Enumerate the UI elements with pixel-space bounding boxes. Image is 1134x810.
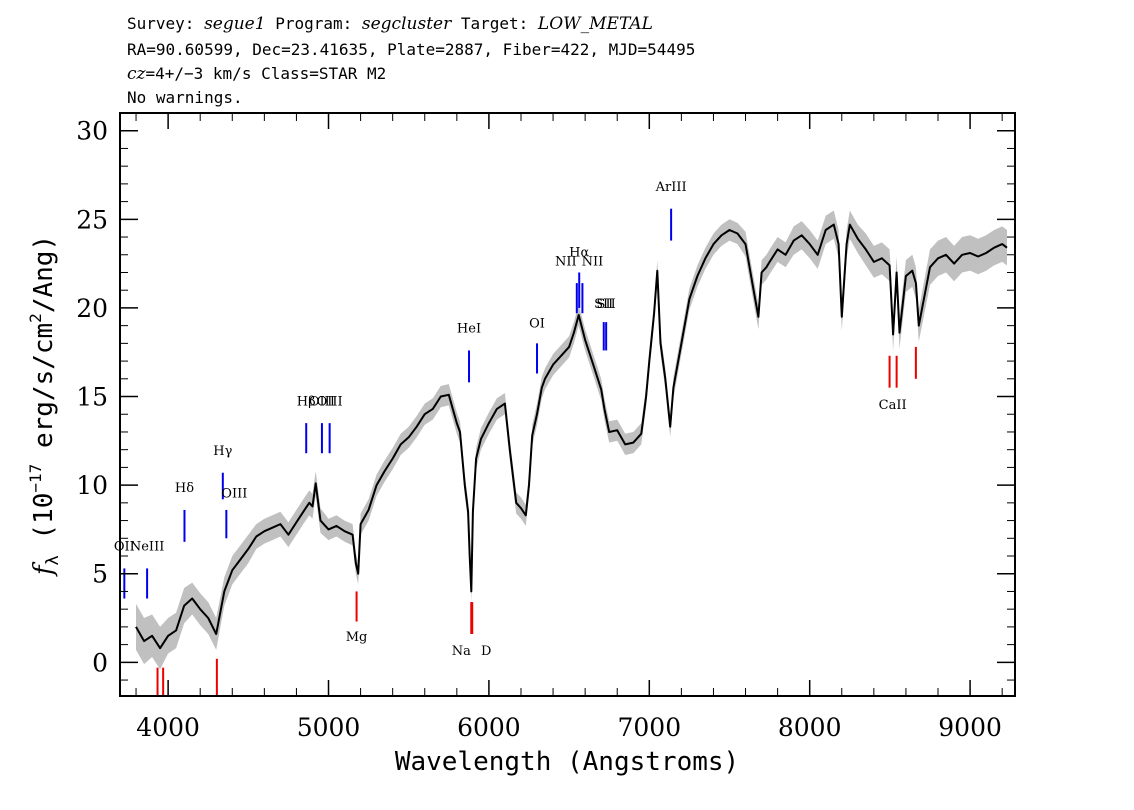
survey-value: segue1	[204, 14, 266, 34]
x-tick-label-7000: 7000	[617, 713, 681, 742]
line-label-20: Na	[452, 644, 471, 659]
cz-class-text: km/s Class=STAR M2	[203, 64, 386, 83]
line-label-10: NII	[555, 254, 577, 269]
target-value: LOW_METAL	[537, 14, 653, 34]
y-axis-title-close: /Ang)	[29, 235, 59, 313]
line-label-2: Hδ	[175, 481, 194, 496]
spectrum-line	[135, 223, 1008, 650]
x-axis-title: Wavelength (Angstroms)	[395, 747, 739, 777]
x-tick-label-8000: 8000	[778, 713, 842, 742]
line-label-6: OIII	[309, 394, 335, 409]
line-label-19: Mg	[346, 630, 368, 645]
line-label-8: HeI	[457, 322, 481, 337]
y-tick-label-15: 15	[76, 383, 108, 412]
y-tick-label-20: 20	[76, 294, 108, 323]
error-band	[136, 210, 1007, 670]
header-line-1: Survey: segue1 Program: segcluster Targe…	[127, 14, 653, 34]
program-value: segcluster	[362, 14, 452, 34]
header-line-2: RA=90.60599, Dec=23.41635, Plate=2887, F…	[127, 40, 695, 59]
header-line-3: cz=4+/−3 km/s Class=STAR M2	[127, 64, 386, 84]
y-axis-title-open: (10	[29, 493, 59, 556]
y-axis-title-square: 2	[26, 313, 45, 323]
y-tick-label-30: 30	[76, 117, 108, 146]
y-axis-title-lambda: λ	[43, 555, 63, 565]
line-label-7: OIII	[317, 394, 343, 409]
x-tick-label-6000: 6000	[457, 713, 521, 742]
header-line-4: No warnings.	[127, 88, 243, 107]
y-tick-label-25: 25	[76, 205, 108, 234]
x-tick-label-9000: 9000	[938, 713, 1002, 742]
line-label-5: Hβ	[297, 394, 316, 409]
line-label-21: D	[481, 644, 491, 659]
y-axis-title-exponent: −17	[26, 464, 45, 493]
line-markers	[123, 208, 917, 696]
plot-frame	[119, 112, 1016, 697]
line-label-14: SII	[597, 297, 616, 312]
program-label: Program:	[266, 14, 362, 33]
line-label-12: NII	[582, 254, 604, 269]
y-tick-label-10: 10	[76, 471, 108, 500]
line-label-11: Hα	[569, 246, 589, 261]
x-tick-label-5000: 5000	[297, 713, 361, 742]
line-label-1: NeIII	[130, 540, 164, 555]
line-label-15: ArIII	[655, 180, 687, 195]
line-label-23: CaII	[879, 398, 907, 413]
y-axis-title: fλ (10−17 erg/s/cm2/Ang)	[26, 235, 63, 577]
line-label-4: OIII	[221, 487, 247, 502]
figure-header: Survey: segue1 Program: segcluster Targe…	[127, 14, 695, 107]
x-axis-ticks: 4000 5000 6000 7000 8000 9000	[135, 113, 1003, 742]
cz-value: =4+/−3	[145, 64, 203, 83]
line-label-3: Hγ	[213, 444, 232, 459]
target-label: Target:	[451, 14, 538, 33]
y-tick-label-0: 0	[92, 648, 108, 677]
x-tick-label-4000: 4000	[136, 713, 200, 742]
y-axis-title-units: erg/s/cm	[29, 323, 59, 464]
y-axis-ticks: 0 5 10 15 20 25 30	[76, 117, 1015, 681]
survey-label: Survey:	[127, 14, 204, 33]
y-tick-label-5: 5	[92, 560, 108, 589]
plot-content	[123, 208, 1008, 696]
line-label-9: OI	[529, 316, 545, 331]
line-label-13: SII	[594, 297, 613, 312]
cz-label: cz	[127, 64, 147, 84]
